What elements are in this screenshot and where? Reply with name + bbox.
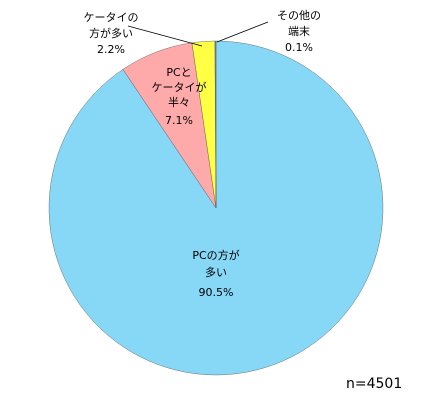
slice-label: 半々 [168, 95, 190, 109]
value-label: 0.1% [285, 41, 313, 54]
slice-label: ケータイの [84, 11, 139, 24]
value-label: 90.5% [199, 286, 234, 299]
slice-label: 端末 [288, 24, 310, 38]
value-label: 7.1% [165, 114, 193, 127]
slice-label: その他の [277, 9, 321, 22]
slice-label: PCの方が [192, 248, 239, 262]
value-label: 2.2% [97, 43, 125, 56]
slice-label: 方が多い [89, 26, 133, 40]
slice-label: 多い [205, 265, 227, 279]
leader-line [127, 25, 203, 47]
pie-slice [214, 40, 217, 209]
slice-label: PCと [166, 66, 191, 79]
sample-size: n=4501 [346, 376, 402, 392]
leader-line [216, 21, 269, 43]
slice-label: ケータイが [152, 80, 207, 94]
